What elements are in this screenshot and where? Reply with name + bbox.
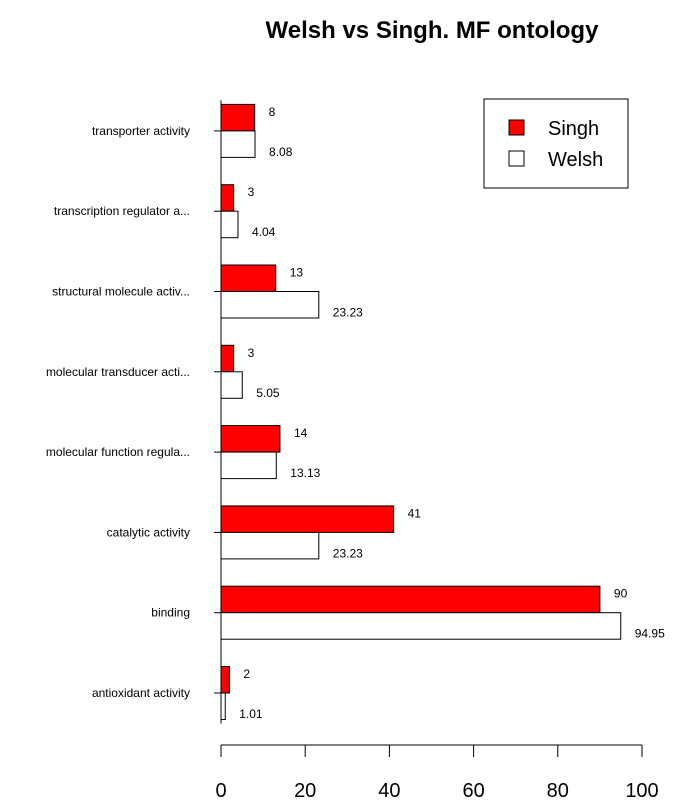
- x-tick-label: 0: [215, 780, 226, 802]
- value-label-welsh-molecular-function-regula: 13.13: [290, 466, 320, 480]
- value-label-singh-structural-molecule-activ: 13: [290, 266, 304, 280]
- bar-singh-catalytic-activity: [220, 505, 395, 533]
- value-label-singh-transcription-regulator-a: 3: [248, 185, 255, 199]
- value-label-singh-transporter-activity: 8: [269, 105, 276, 119]
- category-label-structural-molecule-activ: structural molecule activ...: [52, 285, 190, 299]
- value-label-singh-antioxidant-activity: 2: [243, 667, 250, 681]
- legend-swatch-welsh: [508, 150, 525, 167]
- bar-welsh-molecular-function-regula: [220, 451, 277, 480]
- value-label-welsh-antioxidant-activity: 1.01: [239, 707, 263, 721]
- bar-singh-molecular-function-regula: [220, 425, 281, 453]
- category-label-molecular-transducer-acti: molecular transducer acti...: [46, 365, 190, 379]
- x-tick-label: 100: [625, 780, 658, 802]
- legend-box: [483, 98, 629, 189]
- category-label-molecular-function-regula: molecular function regula...: [46, 445, 190, 459]
- value-label-welsh-binding: 94.95: [635, 627, 665, 641]
- category-label-catalytic-activity: catalytic activity: [107, 525, 190, 539]
- category-label-antioxidant-activity: antioxidant activity: [92, 686, 190, 700]
- legend: Singh Welsh: [483, 98, 629, 189]
- value-label-singh-catalytic-activity: 41: [408, 506, 422, 520]
- chart-title: Welsh vs Singh. MF ontology: [266, 17, 600, 44]
- x-tick-label: 20: [294, 780, 316, 802]
- value-label-welsh-molecular-transducer-acti: 5.05: [256, 386, 280, 400]
- x-tick-label: 40: [378, 780, 400, 802]
- category-label-transcription-regulator-a: transcription regulator a...: [54, 204, 190, 218]
- value-label-singh-molecular-transducer-acti: 3: [248, 346, 255, 360]
- value-label-singh-binding: 90: [614, 587, 628, 601]
- x-tick-label: 80: [547, 780, 569, 802]
- value-label-welsh-transporter-activity: 8.08: [269, 145, 293, 159]
- bar-welsh-transcription-regulator-a: [220, 210, 239, 239]
- bar-welsh-binding: [220, 612, 622, 640]
- bar-welsh-molecular-transducer-acti: [220, 371, 243, 399]
- legend-swatch-singh: [508, 119, 525, 136]
- plot-area: antioxidant activity 2 1.01 binding 90 94.95 c…: [46, 100, 665, 724]
- bar-welsh-structural-molecule-activ: [220, 291, 320, 319]
- bar-singh-binding: [220, 585, 601, 614]
- bar-singh-structural-molecule-activ: [220, 264, 277, 292]
- category-label-transporter-activity: transporter activity: [92, 124, 190, 138]
- value-label-welsh-catalytic-activity: 23.23: [333, 546, 363, 560]
- bar-singh-transporter-activity: [220, 103, 256, 132]
- value-label-singh-molecular-function-regula: 14: [294, 426, 308, 440]
- value-label-welsh-transcription-regulator-a: 4.04: [252, 225, 276, 239]
- bar-singh-molecular-transducer-acti: [220, 344, 235, 373]
- x-axis: 0 20 40 60 80 100: [215, 744, 659, 802]
- category-label-binding: binding: [151, 606, 190, 620]
- bar-singh-antioxidant-activity: [220, 666, 230, 694]
- bar-welsh-antioxidant-activity: [220, 692, 226, 720]
- bar-welsh-transporter-activity: [220, 130, 256, 158]
- x-tick-label: 60: [462, 780, 484, 802]
- legend-label-singh: Singh: [548, 118, 599, 140]
- bar-singh-transcription-regulator-a: [220, 184, 235, 212]
- legend-label-welsh: Welsh: [548, 149, 603, 171]
- value-label-welsh-structural-molecule-activ: 23.23: [333, 306, 363, 320]
- bar-welsh-catalytic-activity: [220, 531, 320, 560]
